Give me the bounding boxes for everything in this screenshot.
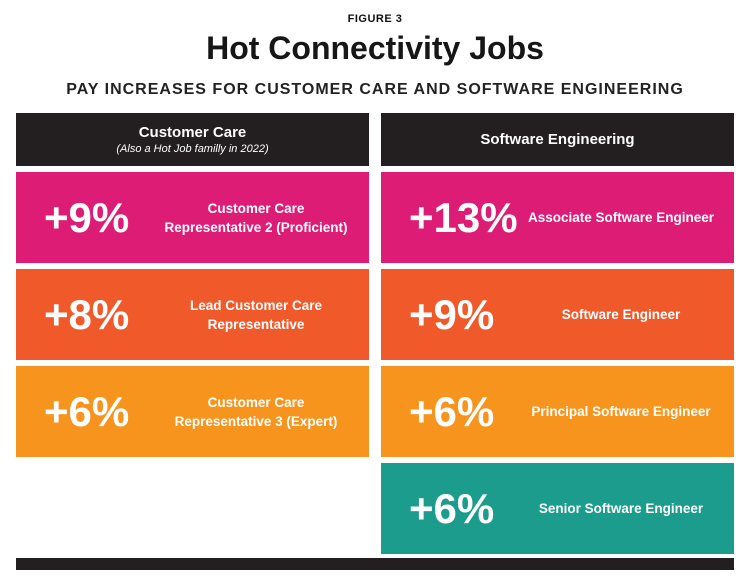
- software-engineering-header-title: Software Engineering: [480, 131, 635, 148]
- job-increase: +6%: [409, 387, 495, 435]
- job-increase: +9%: [409, 290, 495, 338]
- job-tile: +13% Associate Software Engineer: [381, 172, 734, 263]
- job-increase: +8%: [44, 290, 130, 338]
- job-tile: +9% Customer Care Representative 2 (Prof…: [16, 172, 369, 263]
- customer-care-header-note: (Also a Hot Job familly in 2022): [116, 143, 269, 155]
- job-increase: +6%: [409, 484, 495, 532]
- page-subtitle: PAY INCREASES FOR CUSTOMER CARE AND SOFT…: [66, 81, 684, 98]
- job-tile: +9% Software Engineer: [381, 269, 734, 360]
- job-increase: +6%: [44, 387, 130, 435]
- job-tile: +6% Customer Care Representative 3 (Expe…: [16, 366, 369, 457]
- customer-care-header-title: Customer Care: [138, 124, 247, 141]
- job-increase: +13%: [409, 193, 518, 241]
- job-title: Software Engineer: [561, 307, 681, 322]
- job-tile: +6% Senior Software Engineer: [381, 463, 734, 554]
- software-engineering-header: Software Engineering: [381, 113, 734, 166]
- figure-label: FIGURE 3: [347, 13, 403, 25]
- job-title: Principal Software Engineer: [531, 404, 711, 419]
- job-title: Senior Software Engineer: [538, 501, 704, 516]
- job-title: Associate Software Engineer: [527, 210, 715, 225]
- bottom-rule: [16, 558, 734, 570]
- customer-care-header: Customer Care (Also a Hot Job familly in…: [16, 113, 369, 166]
- job-tile: +6% Principal Software Engineer: [381, 366, 734, 457]
- job-title: Customer Care Representative 2 (Proficie…: [164, 200, 348, 235]
- page-title: Hot Connectivity Jobs: [206, 30, 544, 66]
- job-increase: +9%: [44, 193, 130, 241]
- job-title: Customer Care Representative 3 (Expert): [174, 394, 338, 429]
- job-tile: +8% Lead Customer Care Representative: [16, 269, 369, 360]
- job-title: Lead Customer Care Representative: [189, 297, 323, 332]
